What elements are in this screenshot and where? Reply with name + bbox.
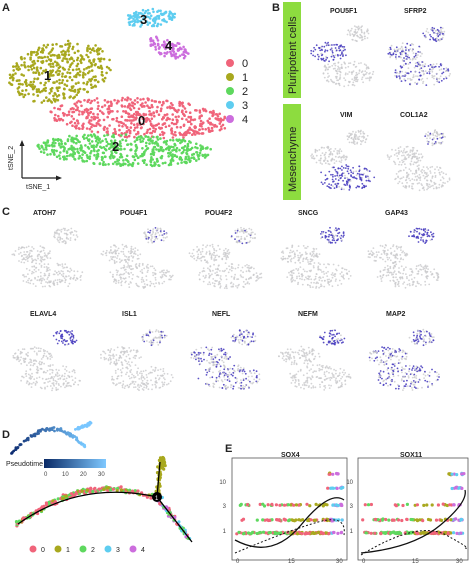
gene-label-isl1: ISL1: [122, 311, 137, 318]
tsne-axes: tSNE_2 tSNE_1: [8, 140, 62, 191]
panel-a: A tSNE_2 tSNE_1 1 3 4 0 2 0 1 2 3 4: [2, 2, 248, 191]
gene-label-map2: MAP2: [386, 311, 406, 318]
traj-legend-label-4: 4: [141, 547, 145, 554]
gene-label-nefm: NEFM: [298, 311, 318, 318]
gene-label-sfrp2: SFRP2: [404, 8, 427, 15]
gene-label-pou5f1: POU5F1: [330, 8, 357, 15]
sox4-ytick-10: 10: [219, 480, 226, 486]
sox4-xtick-0: 0: [236, 559, 240, 565]
sox11-ytick-3: 3: [350, 504, 354, 510]
cluster-label-4: 4: [165, 38, 173, 53]
traj-legend-dot-0: [29, 545, 37, 553]
sox4-ytick-3: 3: [223, 504, 227, 510]
chart-sox4: SOX4 1 3 10 0 15 30: [219, 452, 348, 565]
panel-b-label: B: [272, 2, 280, 14]
branch-point-marker: [152, 492, 162, 502]
gene-label-pou4f2: POU4F2: [205, 210, 232, 217]
tsne-legend: 0 1 2 3 4: [226, 58, 248, 126]
sox11-xtick-15: 15: [412, 559, 419, 565]
sox11-ytick-10: 10: [346, 480, 353, 486]
panel-c-label: C: [2, 206, 10, 218]
sox11-ytick-1: 1: [350, 529, 354, 535]
cluster-label-2: 2: [112, 139, 119, 154]
traj-legend-dot-4: [129, 545, 137, 553]
legend-label-3: 3: [242, 100, 248, 112]
gene-label-pou4f1: POU4F1: [120, 210, 147, 217]
row-label-pluripotent: Pluripotent cells: [287, 16, 299, 94]
row-label-box-mesenchyme: [283, 104, 301, 200]
pseudotime-tick-30: 30: [98, 472, 105, 478]
panel-b-feature-plots: [310, 25, 451, 192]
panel-e-label: E: [225, 443, 232, 455]
sox4-title: SOX4: [281, 452, 300, 459]
gene-label-nefl: NEFL: [212, 311, 231, 318]
panel-c: C ATOH7 POU4F1 POU4F2 SNCG GAP43 ELAVL4 …: [2, 206, 440, 392]
traj-legend-label-2: 2: [91, 547, 95, 554]
gene-label-gap43: GAP43: [385, 210, 408, 217]
traj-legend-dot-2: [79, 545, 87, 553]
traj-legend-label-0: 0: [41, 547, 45, 554]
legend-dot-1: [226, 73, 234, 81]
gene-label-atoh7: ATOH7: [33, 210, 56, 217]
sox4-fit-line: [234, 497, 345, 548]
sox4-ytick-1: 1: [223, 529, 227, 535]
sox4-points: [235, 471, 345, 536]
gene-label-vim: VIM: [340, 112, 353, 119]
branch-point-label: 1: [155, 496, 159, 502]
legend-label-1: 1: [242, 72, 248, 84]
pseudotime-tick-0: 0: [44, 472, 48, 478]
sox4-xtick-15: 15: [288, 559, 295, 565]
sox11-points: [361, 471, 466, 536]
pseudotime-tick-10: 10: [62, 472, 69, 478]
traj-legend-label-3: 3: [116, 547, 120, 554]
legend-label-0: 0: [242, 58, 248, 70]
panel-d-label: D: [2, 429, 10, 441]
legend-dot-4: [226, 115, 234, 123]
sox4-xtick-30: 30: [336, 559, 343, 565]
sox11-fit-line: [360, 489, 466, 554]
tsne-plot: [8, 7, 227, 168]
row-label-mesenchyme: Mesenchyme: [287, 127, 299, 192]
cluster-label-0: 0: [138, 113, 145, 128]
panel-a-label: A: [2, 2, 10, 14]
row-label-box-pluripotent: [283, 2, 301, 98]
legend-dot-3: [226, 101, 234, 109]
legend-label-2: 2: [242, 86, 248, 98]
tsne-x-label: tSNE_1: [26, 184, 50, 191]
pseudotime-colorbar: [44, 459, 106, 468]
traj-legend-dot-1: [54, 545, 62, 553]
sox4-fit-line-dotted: [234, 519, 345, 554]
trajectory-legend: 0 1 2 3 4: [29, 545, 145, 554]
panel-b: B Pluripotent cells Mesenchyme POU5F1 SF…: [272, 2, 451, 200]
traj-legend-dot-3: [104, 545, 112, 553]
tsne-y-label: tSNE_2: [8, 146, 15, 170]
sox11-xtick-30: 30: [456, 559, 463, 565]
sox11-title: SOX11: [400, 452, 422, 459]
traj-legend-label-1: 1: [66, 547, 70, 554]
sox11-fit-line-dotted: [360, 530, 468, 556]
legend-dot-2: [226, 87, 234, 95]
pseudotime-label: Pseudotime: [6, 461, 43, 468]
cluster-label-1: 1: [44, 68, 51, 83]
panel-d: D Pseudotime 0 10 20 30 0 1 2 3 4 1: [2, 420, 193, 554]
panel-e: E SOX4 1 3 10 0 15 30 SOX11 1 3 10 0 15 …: [219, 443, 469, 565]
chart-sox11: SOX11 1 3 10 0 15 30: [346, 452, 469, 565]
gene-label-col1a2: COL1A2: [400, 112, 428, 119]
legend-label-4: 4: [242, 114, 248, 126]
trajectory-plot: [10, 420, 193, 543]
gene-label-sncg: SNCG: [298, 210, 319, 217]
cluster-label-3: 3: [140, 12, 147, 27]
legend-dot-0: [226, 59, 234, 67]
gene-label-elavl4: ELAVL4: [30, 311, 56, 318]
pseudotime-tick-20: 20: [80, 472, 87, 478]
panel-c-feature-plots: [11, 226, 440, 392]
sox11-xtick-0: 0: [362, 559, 366, 565]
